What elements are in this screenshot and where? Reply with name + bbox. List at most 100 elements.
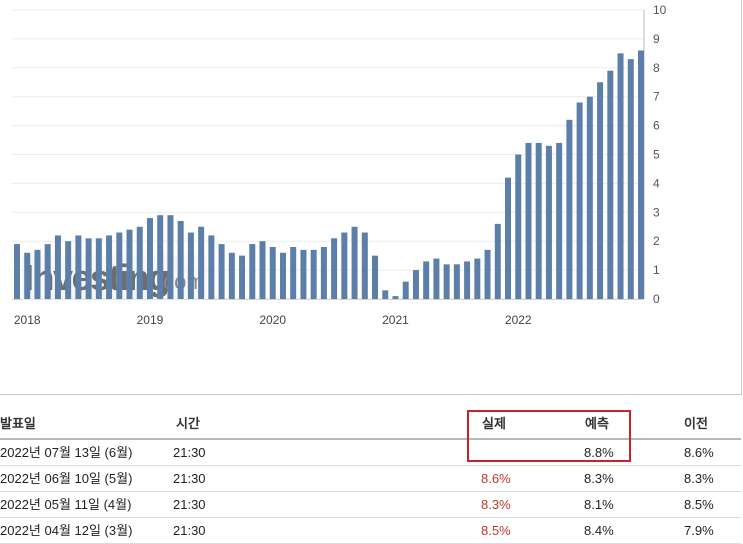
bar[interactable] xyxy=(249,244,256,299)
bar[interactable] xyxy=(535,142,542,299)
row-time: 21:30 xyxy=(173,497,206,512)
bar[interactable] xyxy=(146,218,153,299)
bar[interactable] xyxy=(320,246,327,299)
row-date: 2022년 05월 11일 (4월) xyxy=(0,497,132,512)
y-tick-label: 0 xyxy=(653,292,660,306)
bar[interactable] xyxy=(423,261,430,299)
bar[interactable] xyxy=(484,249,491,299)
bar[interactable] xyxy=(433,258,440,299)
bar[interactable] xyxy=(382,290,389,299)
header-time[interactable]: 시간 xyxy=(176,416,200,431)
watermark-backdrop xyxy=(22,255,207,300)
row-previous: 8.6% xyxy=(684,445,714,460)
row-actual: 8.5% xyxy=(481,523,511,538)
bar[interactable] xyxy=(494,223,501,299)
y-tick-label: 3 xyxy=(653,205,660,219)
bar[interactable] xyxy=(65,241,72,299)
row-previous: 7.9% xyxy=(684,523,714,538)
bar[interactable] xyxy=(85,238,92,299)
bar[interactable] xyxy=(106,235,113,299)
bar[interactable] xyxy=(607,70,614,299)
header-date[interactable]: 발표일 xyxy=(0,416,36,431)
row-date: 2022년 07월 13일 (6월) xyxy=(0,445,133,460)
row-forecast: 8.4% xyxy=(584,523,614,538)
y-tick-label: 2 xyxy=(653,234,660,248)
bar[interactable] xyxy=(505,177,512,299)
y-tick-label: 10 xyxy=(653,3,667,17)
bar[interactable] xyxy=(177,220,184,299)
bar[interactable] xyxy=(34,249,41,299)
bar[interactable] xyxy=(279,252,286,299)
table-row: 2022년 07월 13일 (6월) 21:30 8.8% 8.6% xyxy=(0,440,741,466)
bar[interactable] xyxy=(198,226,205,299)
bar[interactable] xyxy=(239,255,246,299)
bar[interactable] xyxy=(126,229,133,299)
y-tick-label: 9 xyxy=(653,32,660,46)
row-date: 2022년 06월 10일 (5월) xyxy=(0,471,133,486)
bar[interactable] xyxy=(54,235,61,299)
bar[interactable] xyxy=(566,119,573,299)
bar[interactable] xyxy=(341,232,348,299)
bar[interactable] xyxy=(515,154,522,300)
bar[interactable] xyxy=(95,238,102,299)
bar[interactable] xyxy=(453,264,460,299)
bar[interactable] xyxy=(116,232,123,299)
row-forecast: 8.3% xyxy=(584,471,614,486)
bar[interactable] xyxy=(331,238,338,299)
row-forecast: 8.8% xyxy=(584,445,614,460)
bar[interactable] xyxy=(525,142,532,299)
bar[interactable] xyxy=(75,235,82,299)
row-date: 2022년 04월 12일 (3월) xyxy=(0,523,133,538)
bar[interactable] xyxy=(24,252,31,299)
bar[interactable] xyxy=(464,261,471,299)
table-row: 2022년 05월 11일 (4월) 21:30 8.3% 8.1% 8.5% xyxy=(0,492,741,518)
bar[interactable] xyxy=(157,215,164,299)
bar[interactable] xyxy=(627,59,634,299)
header-previous[interactable]: 이전 xyxy=(684,416,708,431)
bar[interactable] xyxy=(597,82,604,299)
bar[interactable] xyxy=(392,296,399,299)
table-header-row: 발표일 시간 실제 예측 이전 xyxy=(0,410,741,440)
header-forecast[interactable]: 예측 xyxy=(585,416,609,431)
bar[interactable] xyxy=(576,102,583,299)
row-time: 21:30 xyxy=(173,445,206,460)
bar[interactable] xyxy=(361,232,368,299)
bar[interactable] xyxy=(269,246,276,299)
bar[interactable] xyxy=(208,235,215,299)
bar[interactable] xyxy=(259,241,266,299)
bar[interactable] xyxy=(310,249,317,299)
bar[interactable] xyxy=(443,264,450,299)
row-time: 21:30 xyxy=(173,471,206,486)
bar[interactable] xyxy=(545,145,552,299)
bar[interactable] xyxy=(556,142,563,299)
y-tick-label: 1 xyxy=(653,263,660,277)
x-tick-label: 2019 xyxy=(137,313,164,327)
bar[interactable] xyxy=(617,53,624,299)
bar[interactable] xyxy=(351,226,358,299)
bar[interactable] xyxy=(586,96,593,299)
row-forecast: 8.1% xyxy=(584,497,614,512)
release-table: 발표일 시간 실제 예측 이전 2022년 07월 13일 (6월) 21:30… xyxy=(0,410,741,544)
row-actual: 8.3% xyxy=(481,497,511,512)
bar[interactable] xyxy=(228,252,235,299)
bar[interactable] xyxy=(300,249,307,299)
bar[interactable] xyxy=(187,232,194,299)
bar[interactable] xyxy=(136,226,143,299)
bar[interactable] xyxy=(372,255,379,299)
bar[interactable] xyxy=(474,258,481,299)
bar[interactable] xyxy=(167,215,174,299)
bar[interactable] xyxy=(412,270,419,299)
bar[interactable] xyxy=(638,50,644,300)
bar[interactable] xyxy=(402,281,409,299)
bar[interactable] xyxy=(218,244,225,299)
y-tick-label: 7 xyxy=(653,90,660,104)
bar[interactable] xyxy=(290,246,297,299)
table-row: 2022년 06월 10일 (5월) 21:30 8.6% 8.3% 8.3% xyxy=(0,466,741,492)
header-actual[interactable]: 실제 xyxy=(482,416,506,431)
bar[interactable] xyxy=(14,244,20,299)
bar[interactable] xyxy=(44,244,51,299)
x-tick-label: 2018 xyxy=(14,313,41,327)
bars xyxy=(14,50,644,300)
y-tick-label: 6 xyxy=(653,119,660,133)
